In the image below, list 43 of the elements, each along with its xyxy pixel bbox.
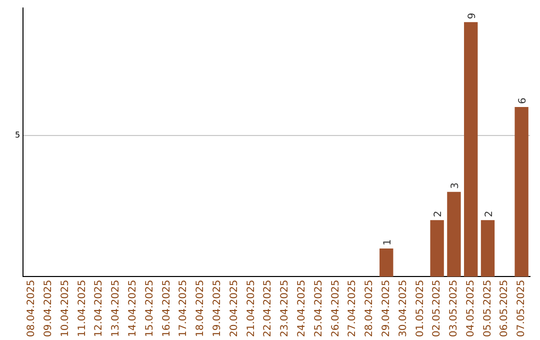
data-label: 9 [466, 12, 478, 20]
x-tick-label: 25.04.2025 [313, 280, 324, 338]
x-tick-label: 02.05.2025 [432, 280, 443, 338]
x-tick-label: 23.04.2025 [280, 280, 291, 338]
x-tick-label: 21.04.2025 [246, 280, 257, 338]
x-tick-label: 19.04.2025 [212, 280, 223, 338]
x-tick-label: 20.04.2025 [228, 280, 240, 338]
bar [430, 220, 444, 277]
x-tick-label: 22.04.2025 [262, 280, 274, 338]
bar [447, 192, 461, 277]
x-tick-label: 29.04.2025 [380, 280, 392, 338]
x-tick-label: 27.04.2025 [347, 280, 358, 338]
data-label: 2 [484, 210, 495, 218]
x-tick-label: 30.04.2025 [398, 280, 409, 338]
x-tick-label: 05.05.2025 [482, 280, 494, 338]
x-tick-label: 26.04.2025 [330, 280, 342, 338]
x-tick-label: 11.04.2025 [76, 280, 88, 338]
x-tick-label: 09.04.2025 [43, 280, 54, 338]
x-tick-label: 08.04.2025 [26, 280, 38, 338]
x-tick-label: 16.04.2025 [161, 280, 172, 338]
x-tick-label: 12.04.2025 [94, 280, 105, 338]
data-label: 2 [433, 210, 444, 218]
x-tick-label: 14.04.2025 [128, 280, 139, 338]
y-tick-label: 5 [14, 130, 20, 140]
bar [464, 22, 478, 277]
x-tick-label: 15.04.2025 [144, 280, 156, 338]
x-tick-label: 03.05.2025 [448, 280, 460, 338]
x-tick-label: 07.05.2025 [516, 280, 528, 338]
x-tick-label: 13.04.2025 [110, 280, 122, 338]
x-tick-label: 06.05.2025 [499, 280, 510, 338]
x-tick-label: 24.04.2025 [296, 280, 308, 338]
bar [380, 248, 394, 277]
x-tick-label: 04.05.2025 [465, 280, 476, 338]
x-tick-label: 18.04.2025 [195, 280, 206, 338]
x-tick-label: 17.04.2025 [178, 280, 190, 338]
x-tick-label: 10.04.2025 [60, 280, 71, 338]
data-label: 1 [382, 239, 394, 246]
data-label: 6 [518, 98, 529, 104]
x-tick-label: 01.05.2025 [414, 280, 426, 338]
x-tick-label: 28.04.2025 [364, 280, 376, 338]
bar [480, 220, 495, 277]
bar [514, 107, 528, 277]
data-label: 3 [450, 182, 461, 189]
